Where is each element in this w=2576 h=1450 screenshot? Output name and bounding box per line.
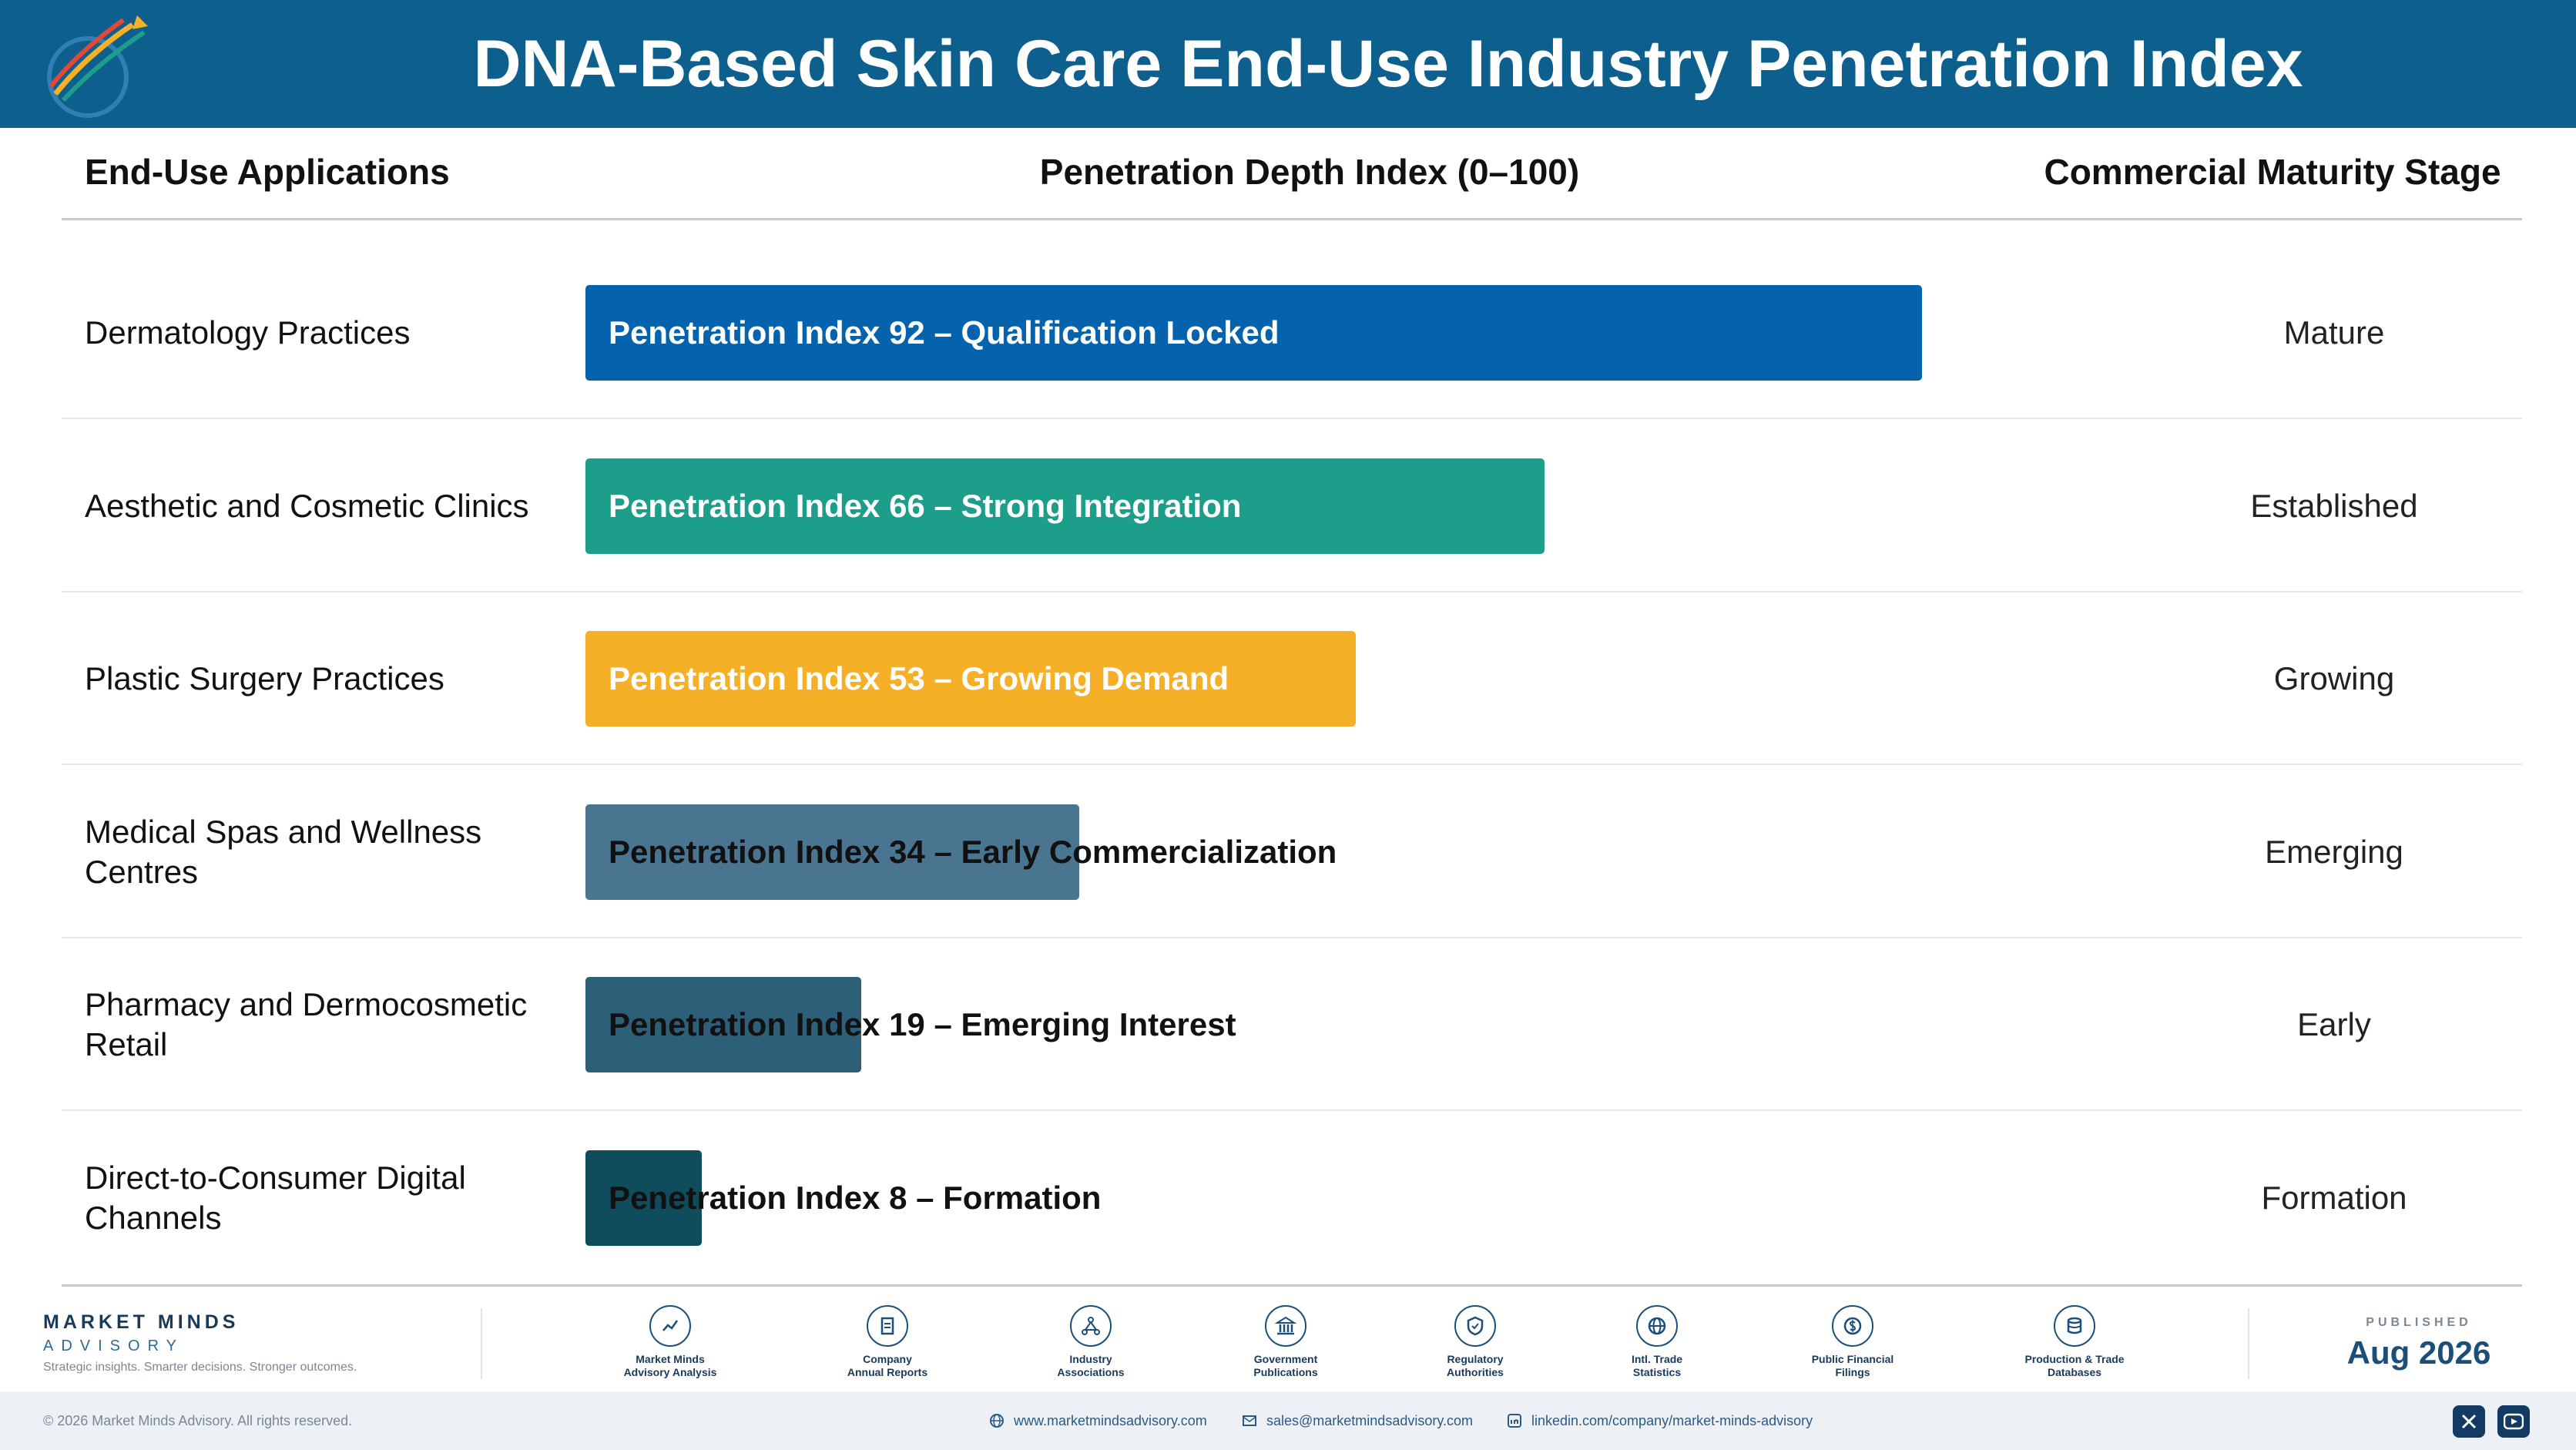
row-divider bbox=[62, 936, 2522, 938]
chart-row: Pharmacy and Dermocosmetic Retail Penetra… bbox=[62, 938, 2522, 1111]
bar-label: Penetration Index 34 – Early Commerciali… bbox=[609, 833, 1337, 870]
source-item: Regulatory Authorities bbox=[1398, 1305, 1552, 1379]
application-label: Aesthetic and Cosmetic Clinics bbox=[85, 487, 529, 524]
contact-strip: © 2026 Market Minds Advisory. All rights… bbox=[0, 1391, 2576, 1450]
chart-row: Direct-to-Consumer Digital Channels Penet… bbox=[62, 1112, 2522, 1284]
source-label: Government Publications bbox=[1253, 1353, 1318, 1378]
application-label: Pharmacy and Dermocosmetic Retail bbox=[85, 986, 528, 1062]
source-label: Company Annual Reports bbox=[847, 1353, 928, 1378]
application-label: Plastic Surgery Practices bbox=[85, 660, 444, 696]
bar-label: Penetration Index 66 – Strong Integratio… bbox=[609, 487, 1242, 524]
row-divider bbox=[62, 764, 2522, 765]
x-icon bbox=[2461, 1414, 2477, 1429]
youtube-social-button[interactable] bbox=[2497, 1405, 2530, 1438]
source-item: Company Annual Reports bbox=[810, 1305, 964, 1379]
table-bottom-divider bbox=[62, 1284, 2522, 1287]
application-label: Dermatology Practices bbox=[85, 314, 411, 351]
penetration-bar bbox=[585, 285, 1923, 381]
source-item: Intl. Trade Statistics bbox=[1580, 1305, 1734, 1379]
chart-row: Dermatology Practices Penetration Index 9… bbox=[62, 247, 2522, 419]
row-divider bbox=[62, 418, 2522, 419]
copyright: © 2026 Market Minds Advisory. All rights… bbox=[43, 1413, 353, 1428]
page-title: DNA-Based Skin Care End-Use Industry Pen… bbox=[473, 27, 2303, 101]
linkedin-link[interactable]: linkedin.com/company/market-minds-adviso… bbox=[1507, 1391, 1813, 1450]
column-header-applications: End-Use Applications bbox=[85, 152, 450, 192]
bar-label: Penetration Index 92 – Qualification Loc… bbox=[609, 314, 1280, 351]
chart-row: Plastic Surgery Practices Penetration Ind… bbox=[62, 592, 2522, 765]
published-label: PUBLISHED bbox=[2366, 1316, 2472, 1329]
network-icon bbox=[1070, 1305, 1112, 1347]
penetration-bar bbox=[585, 1150, 702, 1246]
maturity-stage: Formation bbox=[2261, 1179, 2407, 1216]
row-divider bbox=[62, 1109, 2522, 1111]
chart-row: Medical Spas and Wellness Centres Penetra… bbox=[62, 766, 2522, 938]
source-item: Production & Trade Databases bbox=[1997, 1305, 2152, 1379]
linkedin-icon bbox=[1508, 1414, 1521, 1428]
source-label: Production & Trade Databases bbox=[2024, 1353, 2125, 1378]
bar-label: Penetration Index 8 – Formation bbox=[609, 1179, 1102, 1216]
shield-icon bbox=[1454, 1305, 1496, 1347]
penetration-bar bbox=[585, 804, 1080, 900]
column-header-penetration: Penetration Depth Index (0–100) bbox=[1039, 152, 1580, 192]
header-bar: DNA-Based Skin Care End-Use Industry Pen… bbox=[0, 0, 2576, 128]
penetration-bar bbox=[585, 977, 862, 1072]
website-text: www.marketmindsadvisory.com bbox=[1014, 1413, 1207, 1428]
chart-row: Aesthetic and Cosmetic Clinics Penetratio… bbox=[62, 420, 2522, 592]
application-label: Direct-to-Consumer Digital Channels bbox=[85, 1159, 466, 1236]
source-label: Intl. Trade Statistics bbox=[1631, 1353, 1683, 1378]
email-link[interactable]: sales@marketmindsadvisory.com bbox=[1242, 1391, 1473, 1450]
footer-divider bbox=[481, 1308, 482, 1379]
maturity-stage: Mature bbox=[2283, 314, 2385, 351]
source-label: Regulatory Authorities bbox=[1447, 1353, 1504, 1378]
document-icon bbox=[867, 1305, 908, 1347]
row-divider bbox=[62, 590, 2522, 592]
footer: MARKET MINDS ADVISORY Strategic insights… bbox=[0, 1294, 2576, 1388]
source-item: Market Minds Advisory Analysis bbox=[593, 1305, 747, 1379]
website-link[interactable]: www.marketmindsadvisory.com bbox=[989, 1391, 1207, 1450]
source-item: Public Financial Filings bbox=[1776, 1305, 1930, 1379]
brand-tagline: Strategic insights. Smarter decisions. S… bbox=[43, 1361, 357, 1374]
penetration-bar bbox=[585, 458, 1545, 554]
maturity-stage: Emerging bbox=[2265, 833, 2403, 870]
maturity-stage: Early bbox=[2297, 1006, 2371, 1042]
chart-icon bbox=[649, 1305, 691, 1347]
bar-label: Penetration Index 53 – Growing Demand bbox=[609, 660, 1229, 696]
application-label: Medical Spas and Wellness Centres bbox=[85, 813, 482, 890]
maturity-stage: Established bbox=[2250, 487, 2418, 524]
source-item: Industry Associations bbox=[1014, 1305, 1168, 1379]
column-header-stage: Commercial Maturity Stage bbox=[2044, 152, 2501, 192]
company-logo bbox=[47, 15, 148, 118]
published-date: Aug 2026 bbox=[2346, 1334, 2491, 1371]
linkedin-text: linkedin.com/company/market-minds-adviso… bbox=[1531, 1413, 1813, 1428]
mail-icon bbox=[1243, 1415, 1256, 1426]
globe-icon bbox=[990, 1414, 1004, 1428]
youtube-icon bbox=[2504, 1413, 2524, 1430]
source-label: Public Financial Filings bbox=[1811, 1353, 1894, 1378]
source-label: Market Minds Advisory Analysis bbox=[623, 1353, 717, 1378]
globe-icon bbox=[1636, 1305, 1678, 1347]
email-text: sales@marketmindsadvisory.com bbox=[1266, 1413, 1474, 1428]
maturity-stage: Growing bbox=[2273, 660, 2395, 696]
dollar-icon bbox=[1832, 1305, 1873, 1347]
source-label: Industry Associations bbox=[1057, 1353, 1125, 1378]
building-icon bbox=[1265, 1305, 1306, 1347]
bar-label: Penetration Index 19 – Emerging Interest bbox=[609, 1006, 1236, 1042]
brand-name: MARKET MINDS bbox=[43, 1311, 240, 1333]
footer-divider bbox=[2248, 1308, 2249, 1379]
brand-subtitle: ADVISORY bbox=[43, 1338, 184, 1354]
penetration-bar bbox=[585, 631, 1356, 727]
source-item: Government Publications bbox=[1209, 1305, 1363, 1379]
database-icon bbox=[2054, 1305, 2095, 1347]
header-divider bbox=[62, 218, 2522, 220]
x-social-button[interactable] bbox=[2453, 1405, 2485, 1438]
